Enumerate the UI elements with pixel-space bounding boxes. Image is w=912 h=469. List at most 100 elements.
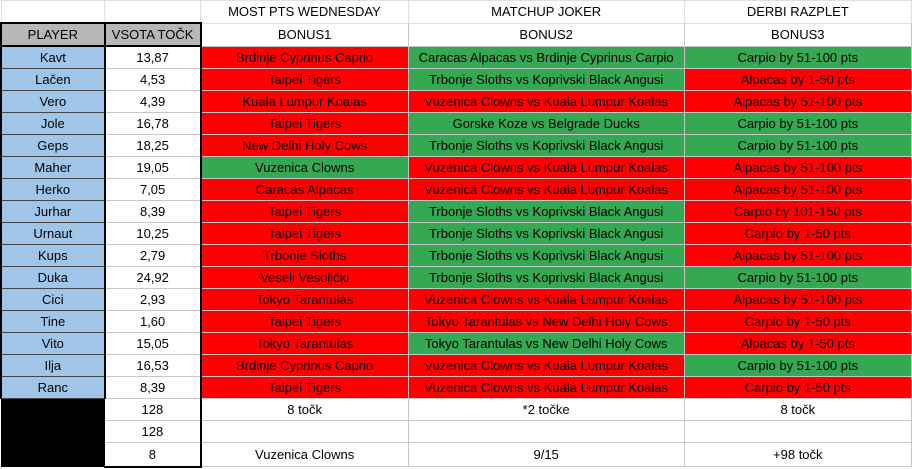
bonus1-cell[interactable]: Kuala Lumpur Koalas: [200, 90, 409, 113]
points-cell[interactable]: 8,39: [104, 200, 202, 223]
bonus2-cell[interactable]: Vuzenica Clowns vs Kuala Lumpur Koalas: [407, 156, 685, 179]
points-cell[interactable]: 2,93: [104, 288, 202, 311]
footer-bonus1-cell[interactable]: [200, 420, 409, 443]
points-cell[interactable]: 1,60: [104, 310, 202, 333]
bonus1-cell[interactable]: Taipei Tigers: [200, 200, 409, 223]
bonus2-cell[interactable]: Vuzenica Clowns vs Kuala Lumpur Koalas: [407, 178, 685, 201]
footer-bonus3-cell[interactable]: +98 točk: [683, 442, 912, 467]
bonus2-cell[interactable]: Gorske Koze vs Belgrade Ducks: [407, 112, 685, 135]
bonus1-cell[interactable]: Taipei Tigers: [200, 222, 409, 245]
points-cell[interactable]: 2,79: [104, 244, 202, 267]
points-cell[interactable]: 10,25: [104, 222, 202, 245]
column-header-bonus1[interactable]: BONUS1: [200, 22, 409, 47]
player-cell[interactable]: Maher: [0, 156, 106, 179]
bonus2-cell[interactable]: Trbonje Sloths vs Koprivski Black Angusi: [407, 244, 685, 267]
bonus1-cell[interactable]: Veseli Vesoljčki: [200, 266, 409, 289]
bonus2-cell[interactable]: Vuzenica Clowns vs Kuala Lumpur Koalas: [407, 90, 685, 113]
footer-bonus2-cell[interactable]: *2 točke: [407, 398, 685, 421]
footer-bonus2-cell[interactable]: [407, 420, 685, 443]
blank-black-cell[interactable]: [0, 442, 106, 467]
player-cell[interactable]: Jurhar: [0, 200, 106, 223]
bonus3-cell[interactable]: Carpio by 101-150 pts: [683, 200, 912, 223]
player-cell[interactable]: Herko: [0, 178, 106, 201]
bonus2-cell[interactable]: Trbonje Sloths vs Koprivski Black Angusi: [407, 200, 685, 223]
header-matchup-joker[interactable]: MATCHUP JOKER: [407, 0, 685, 24]
points-cell[interactable]: 16,78: [104, 112, 202, 135]
bonus3-cell[interactable]: Alpacas by 51-100 pts: [683, 90, 912, 113]
column-header-player[interactable]: PLAYER: [0, 22, 106, 47]
points-cell[interactable]: 24,92: [104, 266, 202, 289]
footer-bonus3-cell[interactable]: [683, 420, 912, 443]
bonus3-cell[interactable]: Alpacas by 51-100 pts: [683, 156, 912, 179]
player-cell[interactable]: Kavt: [0, 45, 106, 69]
footer-bonus1-cell[interactable]: 8 točk: [200, 398, 409, 421]
points-cell[interactable]: 13,87: [104, 45, 202, 69]
blank-black-cell[interactable]: [0, 398, 106, 421]
player-cell[interactable]: Ilja: [0, 354, 106, 377]
bonus1-cell[interactable]: Taipei Tigers: [200, 376, 409, 399]
bonus2-cell[interactable]: Trbonje Sloths vs Koprivski Black Angusi: [407, 134, 685, 157]
bonus3-cell[interactable]: Carpio by 51-100 pts: [683, 112, 912, 135]
header-most-pts-wednesday[interactable]: MOST PTS WEDNESDAY: [200, 0, 409, 24]
points-cell[interactable]: 4,53: [104, 68, 202, 91]
bonus3-cell[interactable]: Alpacas by 1-50 pts: [683, 68, 912, 91]
column-header-bonus3[interactable]: BONUS3: [683, 22, 912, 47]
bonus3-cell[interactable]: Alpacas by 51-100 pts: [683, 178, 912, 201]
bonus2-cell[interactable]: Tokyo Tarantulas vs New Delhi Holy Cows: [407, 332, 685, 355]
bonus1-cell[interactable]: New Delhi Holy Cows: [200, 134, 409, 157]
bonus1-cell[interactable]: Tokyo Tarantulas: [200, 332, 409, 355]
blank-black-cell[interactable]: [0, 420, 106, 443]
bonus2-cell[interactable]: Vuzenica Clowns vs Kuala Lumpur Koalas: [407, 354, 685, 377]
player-cell[interactable]: Tine: [0, 310, 106, 333]
player-cell[interactable]: Lačen: [0, 68, 106, 91]
bonus3-cell[interactable]: Alpacas by 1-50 pts: [683, 332, 912, 355]
bonus3-cell[interactable]: Carpio by 51-100 pts: [683, 266, 912, 289]
footer-points-cell[interactable]: 8: [104, 442, 202, 468]
points-cell[interactable]: 16,53: [104, 354, 202, 377]
points-cell[interactable]: 7,05: [104, 178, 202, 201]
footer-points-cell[interactable]: 128: [104, 398, 202, 421]
corner-cell-2[interactable]: [104, 0, 202, 24]
points-cell[interactable]: 15,05: [104, 332, 202, 355]
bonus2-cell[interactable]: Trbonje Sloths vs Koprivski Black Angusi: [407, 222, 685, 245]
player-cell[interactable]: Vero: [0, 90, 106, 113]
column-header-points[interactable]: VSOTA TOČK: [103, 22, 202, 47]
bonus2-cell[interactable]: Trbonje Sloths vs Koprivski Black Angusi: [407, 266, 685, 289]
player-cell[interactable]: Duka: [0, 266, 106, 289]
player-cell[interactable]: Ranc: [0, 376, 106, 399]
bonus1-cell[interactable]: Brdinje Cyprinus Caprio: [200, 354, 409, 377]
player-cell[interactable]: Jole: [0, 112, 106, 135]
bonus3-cell[interactable]: Carpio by 1-50 pts: [683, 222, 912, 245]
player-cell[interactable]: Vito: [0, 332, 106, 355]
bonus3-cell[interactable]: Alpacas by 51-100 pts: [683, 244, 912, 267]
footer-points-cell[interactable]: 128: [104, 420, 202, 443]
bonus1-cell[interactable]: Taipei Tigers: [200, 310, 409, 333]
footer-bonus3-cell[interactable]: 8 točk: [683, 398, 912, 421]
bonus2-cell[interactable]: Caracas Alpacas vs Brdinje Cyprinus Carp…: [407, 45, 685, 69]
bonus2-cell[interactable]: Tokyo Tarantulas vs New Delhi Holy Cows: [407, 310, 685, 333]
bonus1-cell[interactable]: Vuzenica Clowns: [200, 156, 409, 179]
bonus1-cell[interactable]: Brdinje Cyprinus Caprio: [200, 45, 409, 69]
bonus1-cell[interactable]: Trbonje Sloths: [200, 244, 409, 267]
points-cell[interactable]: 19,05: [104, 156, 202, 179]
bonus3-cell[interactable]: Carpio by 1-50 pts: [683, 376, 912, 399]
bonus2-cell[interactable]: Vuzenica Clowns vs Kuala Lumpur Koalas: [407, 376, 685, 399]
column-header-bonus2[interactable]: BONUS2: [407, 22, 685, 47]
footer-bonus2-cell[interactable]: 9/15: [407, 442, 685, 467]
bonus3-cell[interactable]: Carpio by 51-100 pts: [683, 45, 912, 69]
bonus1-cell[interactable]: Taipei Tigers: [200, 112, 409, 135]
bonus1-cell[interactable]: Tokyo Tarantulas: [200, 288, 409, 311]
points-cell[interactable]: 8,39: [104, 376, 202, 399]
bonus3-cell[interactable]: Alpacas by 51-100 pts: [683, 288, 912, 311]
points-cell[interactable]: 18,25: [104, 134, 202, 157]
footer-bonus1-cell[interactable]: Vuzenica Clowns: [200, 442, 409, 467]
bonus2-cell[interactable]: Vuzenica Clowns vs Kuala Lumpur Koalas: [407, 288, 685, 311]
points-cell[interactable]: 4,39: [104, 90, 202, 113]
bonus2-cell[interactable]: Trbonje Sloths vs Koprivski Black Angusi: [407, 68, 685, 91]
bonus1-cell[interactable]: Taipei Tigers: [200, 68, 409, 91]
player-cell[interactable]: Urnaut: [0, 222, 106, 245]
bonus3-cell[interactable]: Carpio by 51-100 pts: [683, 354, 912, 377]
player-cell[interactable]: Geps: [0, 134, 106, 157]
bonus3-cell[interactable]: Carpio by 51-100 pts: [683, 134, 912, 157]
bonus1-cell[interactable]: Caracas Alpacas: [200, 178, 409, 201]
